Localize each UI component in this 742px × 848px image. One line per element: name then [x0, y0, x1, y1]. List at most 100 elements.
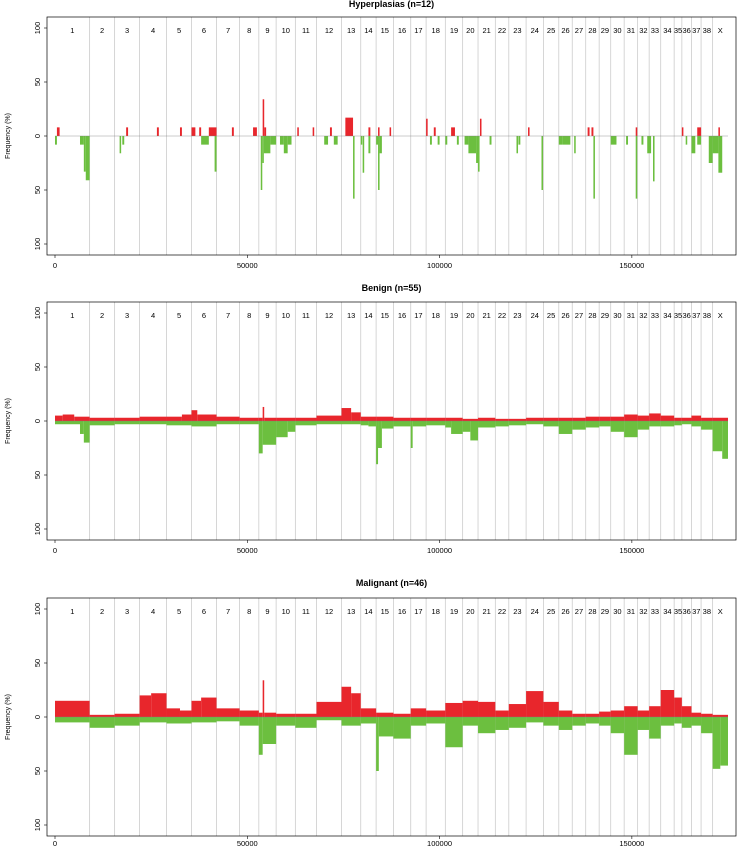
chromosome-label: 1: [70, 26, 74, 35]
loss-bar: [376, 421, 379, 465]
gain-bar: [528, 127, 530, 136]
gain-bar: [295, 417, 317, 421]
loss-bar: [139, 421, 167, 425]
chromosome-label: 8: [247, 26, 251, 35]
loss-bar: [451, 421, 463, 434]
gain-bar: [479, 118, 482, 136]
gain-bar: [635, 127, 638, 136]
loss-bar: [610, 136, 617, 145]
loss-bar: [381, 421, 394, 429]
loss-bar: [260, 136, 263, 190]
chromosome-label: X: [718, 607, 723, 616]
loss-bar: [216, 717, 240, 722]
gain-bar: [55, 700, 90, 717]
loss-bar: [574, 136, 576, 154]
chromosome-label: 24: [531, 26, 539, 35]
y-tick-label: 0: [33, 715, 42, 719]
chromosome-label: 12: [325, 26, 333, 35]
chromosome-label: 34: [663, 26, 671, 35]
gain-bar: [55, 415, 63, 421]
loss-bar: [276, 717, 296, 726]
chromosome-label: 21: [483, 26, 491, 35]
loss-bar: [489, 136, 492, 145]
loss-bar: [468, 136, 477, 154]
chromosome-label: 3: [125, 311, 129, 320]
gain-bar: [264, 712, 277, 717]
y-tick-label: 50: [33, 78, 42, 86]
loss-bar: [445, 136, 448, 145]
chromosome-label: 13: [347, 26, 355, 35]
gain-bar: [445, 417, 463, 421]
chromosome-label: 21: [483, 607, 491, 616]
loss-bar: [470, 421, 479, 441]
loss-bar: [360, 421, 369, 426]
loss-bar: [410, 717, 427, 726]
loss-bar: [558, 717, 573, 730]
loss-bar: [262, 421, 277, 445]
gain-bar: [378, 127, 380, 136]
y-tick-label: 100: [33, 307, 42, 320]
loss-bar: [379, 136, 382, 154]
gain-bar: [345, 117, 354, 136]
chromosome-label: 11: [302, 607, 310, 616]
gain-bar: [201, 697, 217, 717]
gain-bar: [166, 708, 180, 717]
loss-bar: [593, 136, 595, 199]
gain-bar: [591, 127, 594, 136]
loss-bar: [456, 136, 459, 145]
y-tick-label: 50: [33, 767, 42, 775]
chromosome-label: 12: [325, 607, 333, 616]
gain-bar: [179, 127, 182, 136]
gain-bar: [681, 706, 692, 717]
loss-bar: [599, 717, 611, 726]
loss-bar: [89, 421, 115, 426]
chromosome-label: 31: [627, 311, 635, 320]
gain-bar: [660, 690, 675, 717]
y-tick-label: 50: [33, 186, 42, 194]
chromosome-label: 14: [364, 26, 372, 35]
gain-bar: [637, 415, 650, 421]
chromosome-label: 3: [125, 607, 129, 616]
y-tick-label: 50: [33, 659, 42, 667]
x-tick-label: 100000: [427, 839, 452, 848]
loss-bar: [526, 421, 544, 425]
gain-bar: [139, 695, 152, 717]
x-tick-label: 0: [53, 261, 57, 270]
loss-bar: [558, 136, 563, 145]
loss-bar: [637, 717, 650, 730]
gain-bar: [543, 701, 559, 717]
loss-bar: [674, 421, 682, 426]
gain-bar: [231, 127, 234, 136]
gain-bar: [89, 417, 115, 421]
loss-bar: [610, 717, 625, 734]
loss-bar: [279, 136, 284, 145]
loss-bar: [270, 136, 277, 145]
gain-bar: [526, 691, 544, 717]
gain-bar: [410, 708, 427, 717]
gain-bar: [262, 99, 265, 136]
gain-bar: [208, 127, 217, 136]
gain-bar: [462, 418, 479, 421]
loss-bar: [478, 136, 480, 172]
loss-bar: [712, 421, 723, 452]
gain-bar: [451, 127, 455, 136]
gain-bar: [526, 417, 544, 421]
gain-bar: [712, 714, 728, 717]
chromosome-label: 27: [575, 607, 583, 616]
chromosome-label: 30: [613, 607, 621, 616]
chromosome-label: 19: [450, 607, 458, 616]
chromosome-label: 35: [674, 311, 682, 320]
loss-bar: [295, 421, 317, 426]
loss-bar: [119, 136, 122, 154]
gain-bar: [393, 713, 411, 717]
chromosome-label: 8: [247, 607, 251, 616]
gain-bar: [426, 118, 428, 136]
loss-bar: [139, 717, 167, 723]
chromosome-label: 35: [674, 607, 682, 616]
loss-bar: [722, 421, 728, 459]
loss-bar: [610, 421, 625, 432]
chromosome-label: 7: [226, 26, 230, 35]
gain-bar: [624, 706, 638, 717]
chromosome-label: 8: [247, 311, 251, 320]
